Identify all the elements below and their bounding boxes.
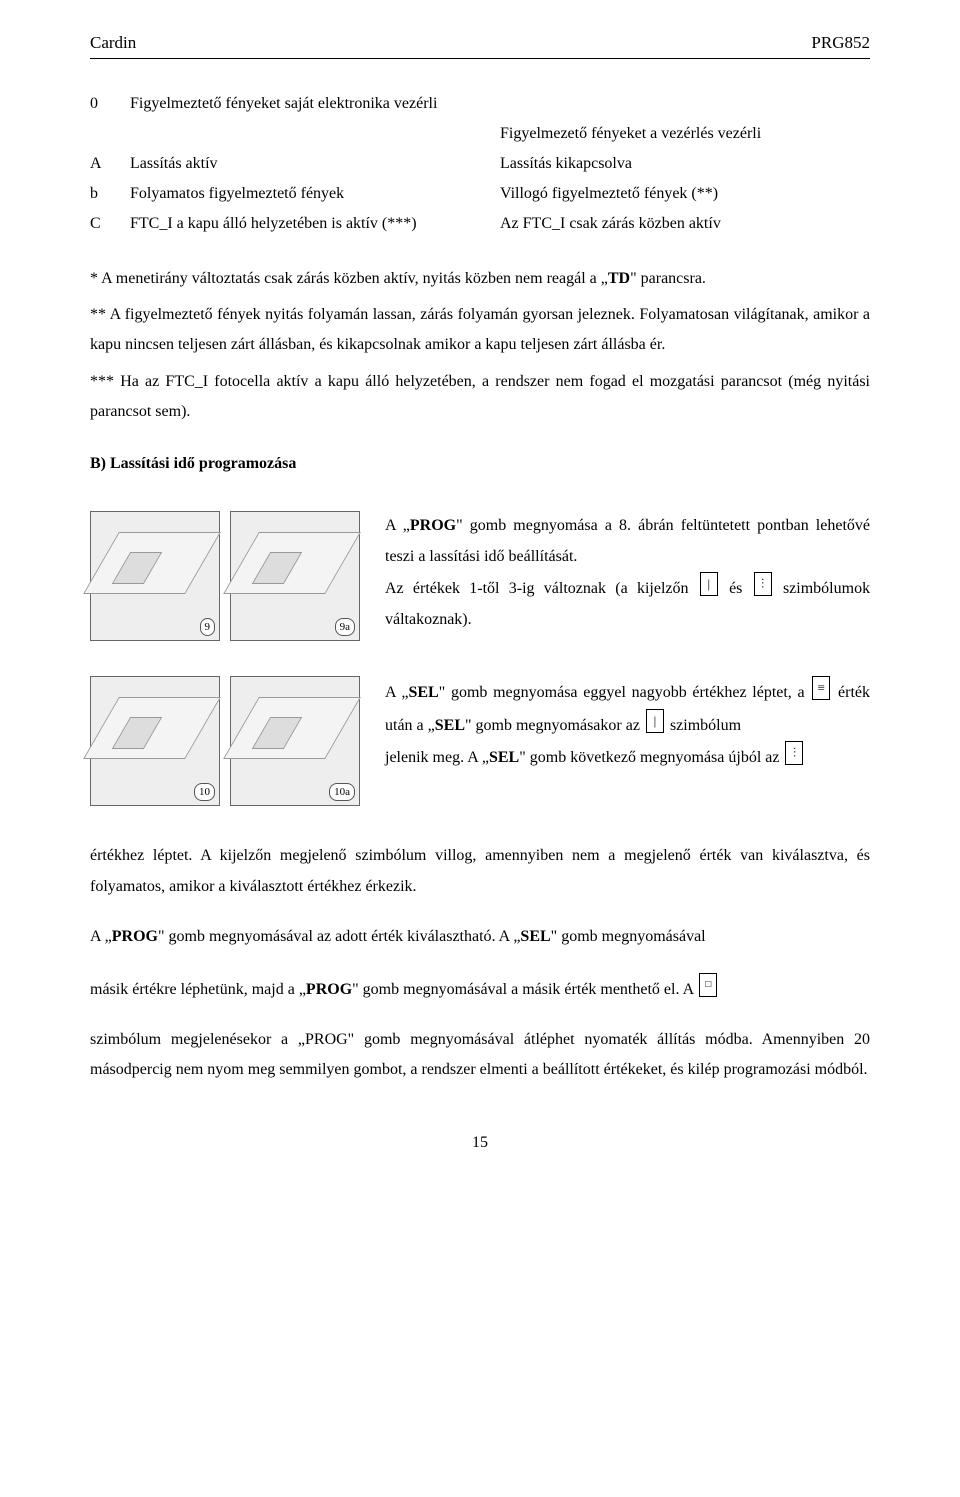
figure-thumbs: 10 10a <box>90 676 360 806</box>
figure-badge: 9a <box>335 618 355 637</box>
note-3: *** Ha az FTC_I fotocella aktív a kapu á… <box>90 367 870 428</box>
row-col1: Figyelmeztető fényeket saját elektronika… <box>130 89 500 119</box>
table-row: C FTC_I a kapu álló helyzetében is aktív… <box>90 209 870 239</box>
sel-bold: SEL <box>520 928 550 945</box>
config-table: 0 Figyelmeztető fényeket saját elektroni… <box>90 89 870 239</box>
section-b-p5: értékhez léptet. A kijelzőn megjelenő sz… <box>90 841 870 902</box>
closing-p2: másik értékre léphetünk, majd a „PROG" g… <box>90 973 870 1005</box>
section-b-p4: jelenik meg. A „SEL" gomb következő megn… <box>385 741 870 773</box>
row-key: C <box>90 209 130 239</box>
figure-9a: 9a <box>230 511 360 641</box>
figure-badge: 9 <box>200 618 216 637</box>
figure-thumbs: 9 9a <box>90 511 360 641</box>
section-b-row-1: 9 9a A „PROG" gomb megnyomása a 8. ábrán… <box>90 511 870 641</box>
table-row: 0 Figyelmeztető fényeket saját elektroni… <box>90 89 870 119</box>
row-col2 <box>500 89 870 119</box>
display-symbol-icon <box>785 741 803 765</box>
row-key: b <box>90 179 130 209</box>
page-header: Cardin PRG852 <box>90 30 870 59</box>
figure-10: 10 <box>90 676 220 806</box>
row-col2: Az FTC_I csak zárás közben aktív <box>500 209 870 239</box>
page-number: 15 <box>90 1131 870 1155</box>
section-b-p1: A „PROG" gomb megnyomása a 8. ábrán felt… <box>385 511 870 572</box>
row-key: A <box>90 149 130 179</box>
display-symbol-icon <box>700 572 718 596</box>
prog-bold: PROG <box>306 981 352 998</box>
prog-bold: PROG <box>112 928 158 945</box>
closing-p1: A „PROG" gomb megnyomásával az adott ért… <box>90 922 870 952</box>
row-col2: Figyelmezető fényeket a vezérlés vezérli <box>500 119 870 149</box>
model-label: PRG852 <box>811 30 870 56</box>
row-key: 0 <box>90 89 130 119</box>
brand-label: Cardin <box>90 30 136 56</box>
note-2: ** A figyelmeztető fények nyitás folyamá… <box>90 300 870 361</box>
prog-bold: PROG <box>410 517 456 534</box>
footnotes: * A menetirány változtatás csak zárás kö… <box>90 264 870 428</box>
table-row: Figyelmezető fényeket a vezérlés vezérli <box>90 119 870 149</box>
row-key <box>90 119 130 149</box>
figure-9: 9 <box>90 511 220 641</box>
sel-bold: SEL <box>408 684 438 701</box>
display-symbol-icon <box>646 709 664 733</box>
section-b-heading: B) Lassítási idő programozása <box>90 452 870 476</box>
figure-10a: 10a <box>230 676 360 806</box>
sel-bold: SEL <box>435 717 465 734</box>
section-b-p3: A „SEL" gomb megnyomása eggyel nagyobb é… <box>385 676 870 741</box>
row-col1 <box>130 119 500 149</box>
row-col2: Villogó figyelmeztető fények (**) <box>500 179 870 209</box>
display-symbol-icon <box>699 973 717 997</box>
section-b-text-2: A „SEL" gomb megnyomása eggyel nagyobb é… <box>385 676 870 806</box>
td-bold: TD <box>608 270 630 287</box>
figure-badge: 10 <box>194 783 215 802</box>
note-1: * A menetirány változtatás csak zárás kö… <box>90 264 870 294</box>
table-row: b Folyamatos figyelmeztető fények Villog… <box>90 179 870 209</box>
row-col1: Folyamatos figyelmeztető fények <box>130 179 500 209</box>
display-symbol-icon <box>812 676 830 700</box>
closing-p3: szimbólum megjelenésekor a „PROG" gomb m… <box>90 1025 870 1086</box>
row-col1: Lassítás aktív <box>130 149 500 179</box>
figure-badge: 10a <box>329 783 355 802</box>
sel-bold: SEL <box>489 749 519 766</box>
section-b-row-2: 10 10a A „SEL" gomb megnyomása eggyel na… <box>90 676 870 806</box>
row-col1: FTC_I a kapu álló helyzetében is aktív (… <box>130 209 500 239</box>
display-symbol-icon <box>754 572 772 596</box>
section-b-text-1: A „PROG" gomb megnyomása a 8. ábrán felt… <box>385 511 870 641</box>
section-b-p2: Az értékek 1-től 3-ig változnak (a kijel… <box>385 572 870 635</box>
row-col2: Lassítás kikapcsolva <box>500 149 870 179</box>
table-row: A Lassítás aktív Lassítás kikapcsolva <box>90 149 870 179</box>
